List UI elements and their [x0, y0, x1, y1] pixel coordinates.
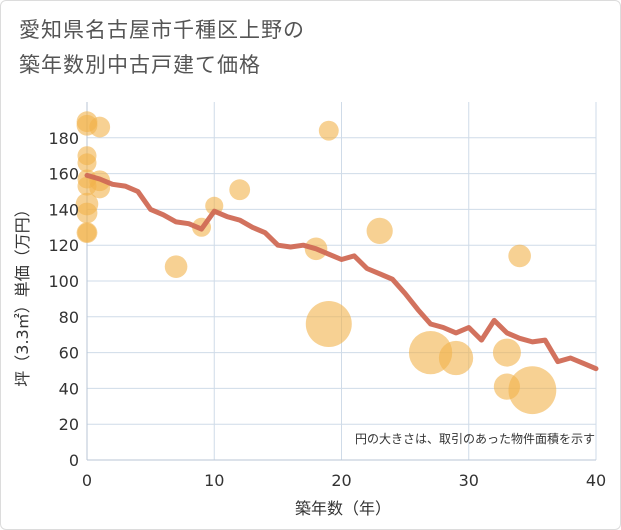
bubble-point-2: [89, 116, 111, 138]
bubble-point-19: [305, 300, 352, 347]
chart-title: 愛知県名古屋市千種区上野の 築年数別中古戸建て価格: [19, 13, 305, 83]
y-tick-label-180: 180: [48, 129, 79, 148]
bubble-point-15: [205, 196, 224, 215]
y-tick-label-60: 60: [59, 344, 79, 363]
bubble-point-23: [492, 338, 521, 367]
bubble-point-18: [318, 120, 339, 141]
y-tick-label-140: 140: [48, 200, 79, 219]
average-line-series: [84, 172, 599, 372]
y-tick-label-80: 80: [59, 308, 79, 327]
x-tick-label-40: 40: [586, 471, 606, 490]
average-price-line: [84, 172, 599, 372]
y-tick-label-40: 40: [59, 379, 79, 398]
y-tick-label-100: 100: [48, 272, 79, 291]
bubble-point-4: [77, 153, 97, 173]
chart-title-line-1: 愛知県名古屋市千種区上野の: [19, 18, 305, 42]
y-tick-label-20: 20: [59, 415, 79, 434]
bubble-point-26: [508, 366, 557, 415]
x-tick-label-20: 20: [331, 471, 351, 490]
y-tick-label-160: 160: [48, 165, 79, 184]
y-tick-label-120: 120: [48, 236, 79, 255]
x-axis-label: 築年数（年）: [295, 499, 391, 518]
x-tick-label-0: 0: [82, 471, 92, 490]
chart-title-line-2: 築年数別中古戸建て価格: [19, 53, 261, 77]
bubble-point-12: [77, 223, 97, 243]
bubble-series: [75, 111, 557, 415]
y-tick-label-0: 0: [69, 451, 79, 470]
bubble-point-16: [229, 179, 251, 201]
grid: [86, 102, 597, 461]
bubble-point-13: [164, 255, 188, 278]
bubble-point-10: [76, 202, 98, 224]
bubble-point-25: [508, 244, 531, 268]
tick-labels: 0 20 40 60 80 100 120 140 160 180 0 10 20 30 40: [48, 129, 606, 490]
size-note: 円の大きさは、取引のあった物件面積を示す: [355, 431, 595, 446]
x-tick-label-30: 30: [459, 471, 479, 490]
y-axis-label: 坪（3.3㎡）単価（万円）: [13, 201, 32, 386]
x-tick-label-10: 10: [204, 471, 224, 490]
bubble-point-22: [438, 340, 474, 376]
bubble-point-20: [366, 217, 393, 244]
